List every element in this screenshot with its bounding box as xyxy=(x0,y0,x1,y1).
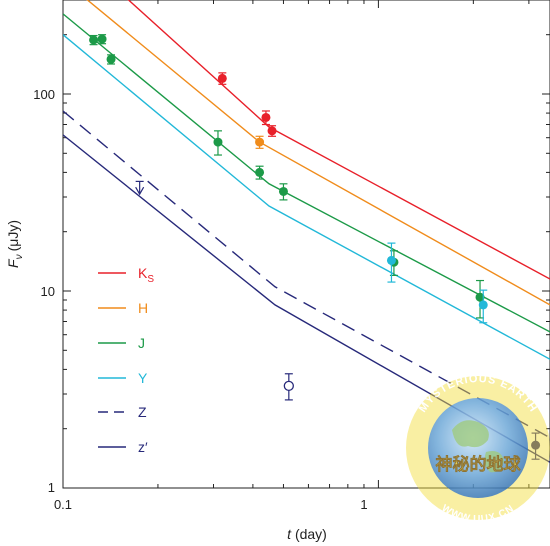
legend-label-ks: KS xyxy=(138,265,154,285)
x-tick-labels: 0.1 1 xyxy=(54,497,368,512)
data-point-2-2 xyxy=(106,54,116,64)
data-point-3-0 xyxy=(386,255,396,265)
legend: KS H J Y Z z′ xyxy=(98,265,154,455)
legend-label-zprime: z′ xyxy=(138,439,148,455)
y-tick-label-100: 100 xyxy=(33,87,55,102)
data-point-0-0 xyxy=(217,73,227,83)
legend-label-j: J xyxy=(138,335,145,351)
data-point-0-1 xyxy=(261,112,271,122)
data-point-5-0 xyxy=(531,440,541,450)
y-axis-label: Fν(μJy) xyxy=(5,220,25,268)
model-line-1 xyxy=(86,0,550,306)
x-axis-label: t (day) xyxy=(287,526,327,542)
open-data-point-5-0 xyxy=(283,380,294,392)
upper-limit-arrow-0 xyxy=(135,186,145,196)
data-point-2-5 xyxy=(278,186,288,196)
model-line-4 xyxy=(63,110,550,439)
data-point-2-0 xyxy=(89,35,99,45)
data-point-1-0 xyxy=(255,137,265,147)
y-tick-label-10: 10 xyxy=(41,284,55,299)
model-line-3 xyxy=(63,34,550,360)
data-points xyxy=(89,34,541,460)
x-tick-label-0.1: 0.1 xyxy=(54,497,72,512)
model-line-0 xyxy=(127,0,550,280)
y-tick-label-1: 1 xyxy=(48,480,55,495)
globe-icon xyxy=(428,398,528,498)
legend-label-h: H xyxy=(138,300,148,316)
model-line-2 xyxy=(63,13,550,333)
y-tick-labels: 1 10 100 xyxy=(33,87,55,495)
data-point-2-3 xyxy=(213,137,223,147)
axis-ticks xyxy=(62,0,550,489)
data-point-2-7 xyxy=(475,292,485,302)
legend-label-z: Z xyxy=(138,404,147,420)
data-point-2-1 xyxy=(97,34,107,44)
watermark-middle-text: 神秘的地球 xyxy=(436,454,522,474)
data-point-2-4 xyxy=(255,167,265,177)
legend-label-y: Y xyxy=(138,370,148,386)
data-point-3-1 xyxy=(478,300,488,310)
x-tick-label-1: 1 xyxy=(360,497,367,512)
plot-frame xyxy=(62,0,550,489)
data-point-0-2 xyxy=(267,126,277,136)
watermark-logo: MYSTERIOUS EARTH 神秘的地球 WWW.UUX.CN xyxy=(406,373,550,525)
globe-land xyxy=(452,420,504,473)
